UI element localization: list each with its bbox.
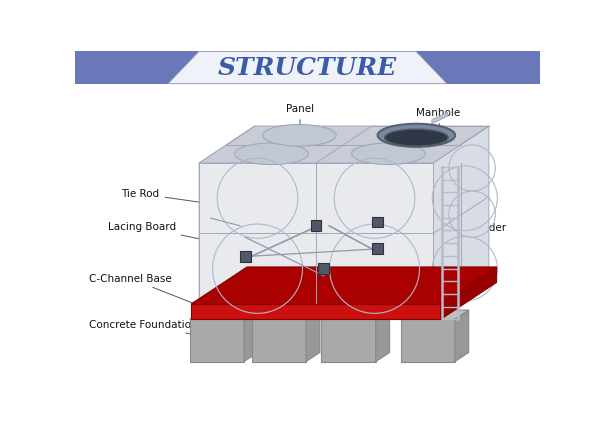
Polygon shape [401,319,455,362]
Polygon shape [190,310,258,319]
Bar [311,220,322,231]
Text: STRUCTURE: STRUCTURE [218,56,397,80]
Polygon shape [306,310,320,362]
Bar [372,217,383,227]
Polygon shape [244,310,258,362]
Polygon shape [75,51,540,84]
Ellipse shape [263,125,336,146]
Text: Concrete Foundation: Concrete Foundation [89,320,231,342]
Polygon shape [441,267,497,319]
Polygon shape [433,126,489,304]
Text: Lacing Board: Lacing Board [107,222,208,241]
Polygon shape [199,126,255,304]
Polygon shape [376,310,389,362]
Text: Panel: Panel [286,104,314,149]
Polygon shape [322,319,376,362]
Polygon shape [199,126,489,163]
Polygon shape [190,319,244,362]
Text: Tie Rod: Tie Rod [121,189,220,205]
Polygon shape [455,310,469,362]
Polygon shape [199,163,433,304]
Bar [319,263,329,273]
Polygon shape [401,310,469,319]
Bar [372,244,383,254]
Polygon shape [191,267,497,304]
Polygon shape [168,51,447,84]
Text: Manhole: Manhole [416,108,460,125]
Ellipse shape [235,143,308,164]
Text: Ladder: Ladder [463,223,506,242]
Polygon shape [322,310,389,319]
Ellipse shape [377,124,455,147]
Polygon shape [252,319,306,362]
Polygon shape [252,310,320,319]
Polygon shape [191,304,441,319]
Ellipse shape [352,143,425,164]
Text: C-Channel Base: C-Channel Base [89,273,212,311]
Ellipse shape [385,129,448,146]
Polygon shape [432,112,448,124]
Ellipse shape [380,125,453,146]
Bar [240,251,251,262]
